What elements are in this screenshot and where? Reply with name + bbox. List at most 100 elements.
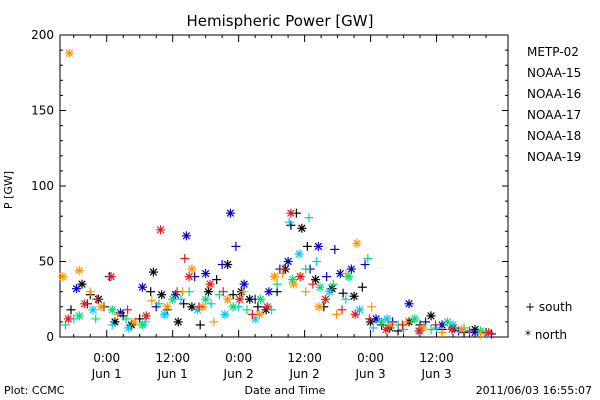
data-point-north: [313, 241, 323, 251]
x-tick-label-date: Jun 3: [354, 367, 385, 381]
data-point-north: [324, 287, 334, 297]
x-axis-label: Date and Time: [245, 384, 326, 397]
data-point-south: [330, 244, 340, 254]
y-tick-label: 200: [31, 28, 54, 42]
data-point-north: [350, 309, 360, 319]
data-point-south: [357, 282, 367, 292]
data-point-north: [225, 208, 235, 218]
data-point-north: [377, 317, 387, 327]
data-point-north: [235, 294, 245, 304]
data-point-south: [123, 305, 133, 315]
data-point-north: [256, 294, 266, 304]
data-point-south: [341, 269, 351, 279]
data-point-south: [231, 241, 241, 251]
legend-item-noaa-16: NOAA-16: [527, 87, 581, 101]
data-point-south: [179, 299, 189, 309]
plot-frame: [59, 34, 509, 338]
y-axis-label: P [GW]: [2, 171, 15, 209]
data-point-north: [269, 272, 279, 282]
data-point-north: [297, 223, 307, 233]
data-point-south: [279, 264, 289, 274]
data-point-south: [218, 287, 228, 297]
x-axis: 0:00 Jun 1 12:00 Jun 1 0:00 Jun 2 12:00 Jun 2 0:…: [73, 35, 487, 381]
data-point-north: [148, 267, 158, 277]
data-point-north: [106, 272, 116, 282]
data-point-south: [206, 299, 216, 309]
data-point-north: [74, 311, 84, 321]
data-point-north: [74, 266, 84, 276]
data-point-south: [301, 264, 311, 274]
data-point-south: [465, 326, 475, 336]
x-tick-label-time: 12:00: [419, 351, 454, 365]
data-point-north: [315, 282, 325, 292]
data-point-north: [88, 305, 98, 315]
data-point-north: [239, 279, 249, 289]
data-point-north: [288, 275, 298, 285]
data-point-south: [338, 288, 348, 298]
data-point-south: [331, 309, 341, 319]
data-point-south: [328, 279, 338, 289]
x-tick-label-date: Jun 3: [420, 367, 451, 381]
data-point-north: [456, 324, 466, 334]
marker-legend-asterisk: * north: [525, 328, 567, 342]
data-point-south: [147, 296, 157, 306]
data-point-north: [228, 302, 238, 312]
data-point-north: [346, 264, 356, 274]
data-point-south: [121, 314, 131, 324]
data-point-north: [443, 317, 453, 327]
data-point-south: [364, 314, 374, 324]
data-point-south: [301, 287, 311, 297]
data-point-north: [294, 249, 304, 259]
data-point-north: [201, 294, 211, 304]
data-point-north: [484, 327, 494, 337]
data-point-south: [363, 253, 373, 263]
data-point-south: [91, 314, 101, 324]
data-point-north: [295, 272, 305, 282]
plot-credit: Plot: CCMC: [4, 384, 65, 397]
data-point-north: [205, 279, 215, 289]
data-point-south: [146, 287, 156, 297]
data-point-north: [107, 305, 117, 315]
y-axis: 0 50 100 150 200: [31, 28, 508, 344]
marker-legend: + south * north: [525, 300, 572, 342]
data-point-north: [314, 302, 324, 312]
marker-legend-plus: + south: [525, 300, 572, 314]
data-point-north: [447, 324, 457, 334]
data-point-north: [264, 287, 274, 297]
data-point-south: [284, 217, 294, 227]
data-point-south: [312, 257, 322, 266]
data-point-north: [58, 272, 68, 282]
data-point-north: [283, 257, 293, 266]
data-point-north: [124, 323, 134, 333]
series-noaa-19: [63, 208, 494, 337]
data-point-south: [209, 317, 219, 327]
x-tick-label-date: Jun 1: [157, 367, 188, 381]
data-point-south: [247, 309, 257, 319]
data-point-south: [304, 213, 314, 223]
data-point-north: [414, 326, 424, 336]
y-tick-label: 150: [31, 104, 54, 118]
data-point-south: [238, 287, 248, 297]
data-point-south: [308, 279, 318, 289]
data-point-north: [141, 311, 151, 321]
data-point-north: [137, 320, 147, 330]
series-noaa-16: [69, 213, 491, 339]
data-point-south: [107, 320, 117, 330]
data-point-south: [217, 260, 227, 270]
data-point-north: [96, 302, 106, 312]
data-point-south: [397, 320, 407, 330]
legend-item-noaa-17: NOAA-17: [527, 108, 581, 122]
data-point-south: [426, 324, 436, 334]
x-tick-label-date: Jun 2: [289, 367, 320, 381]
data-point-north: [404, 299, 414, 309]
x-tick-label-date: Jun 2: [223, 367, 254, 381]
data-point-south: [66, 305, 76, 315]
data-point-south: [154, 299, 164, 309]
data-point-north: [162, 302, 172, 312]
data-point-south: [437, 327, 447, 337]
data-point-north: [173, 317, 183, 327]
data-point-south: [337, 305, 347, 315]
data-point-south: [430, 320, 440, 330]
data-point-north: [352, 238, 362, 248]
data-point-north: [203, 287, 213, 297]
